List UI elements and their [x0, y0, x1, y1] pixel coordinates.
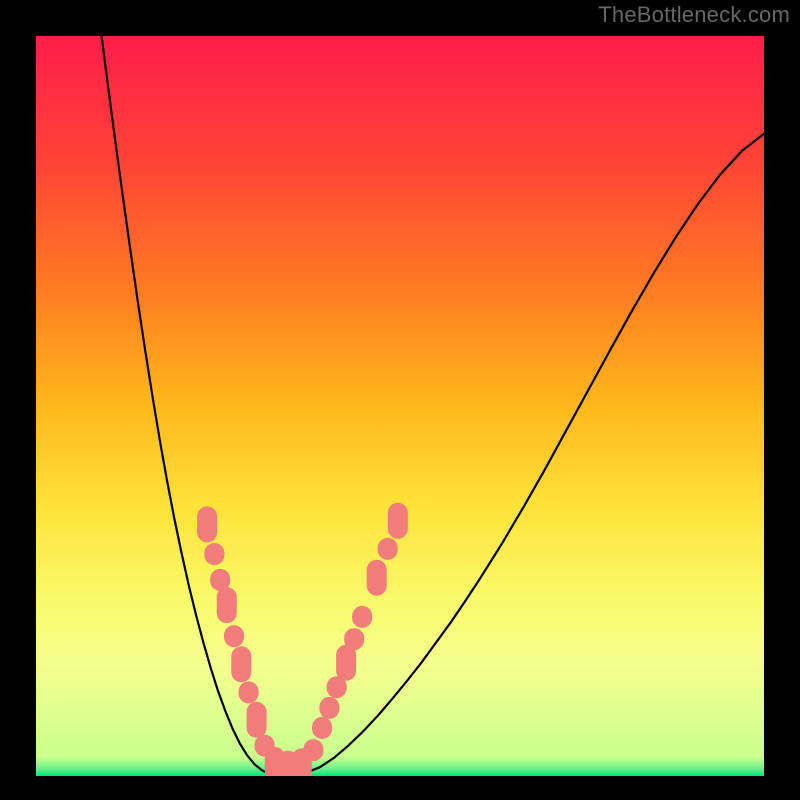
frame-right	[764, 0, 800, 800]
marker	[303, 739, 323, 761]
marker	[367, 560, 387, 596]
marker	[231, 646, 251, 682]
frame-bottom	[0, 776, 800, 800]
marker	[239, 681, 259, 703]
plot-background	[36, 36, 764, 776]
marker	[344, 628, 364, 650]
marker	[217, 587, 237, 623]
marker	[204, 543, 224, 565]
watermark-text: TheBottleneck.com	[598, 2, 790, 28]
marker	[312, 717, 332, 739]
chart-container: TheBottleneck.com	[0, 0, 800, 800]
marker	[224, 625, 244, 647]
marker	[336, 645, 356, 681]
frame-left	[0, 0, 36, 800]
marker	[197, 506, 217, 542]
marker	[378, 538, 398, 560]
marker	[247, 702, 267, 738]
marker	[352, 606, 372, 628]
marker	[388, 503, 408, 539]
bottleneck-chart-svg	[0, 0, 800, 800]
marker	[319, 697, 339, 719]
